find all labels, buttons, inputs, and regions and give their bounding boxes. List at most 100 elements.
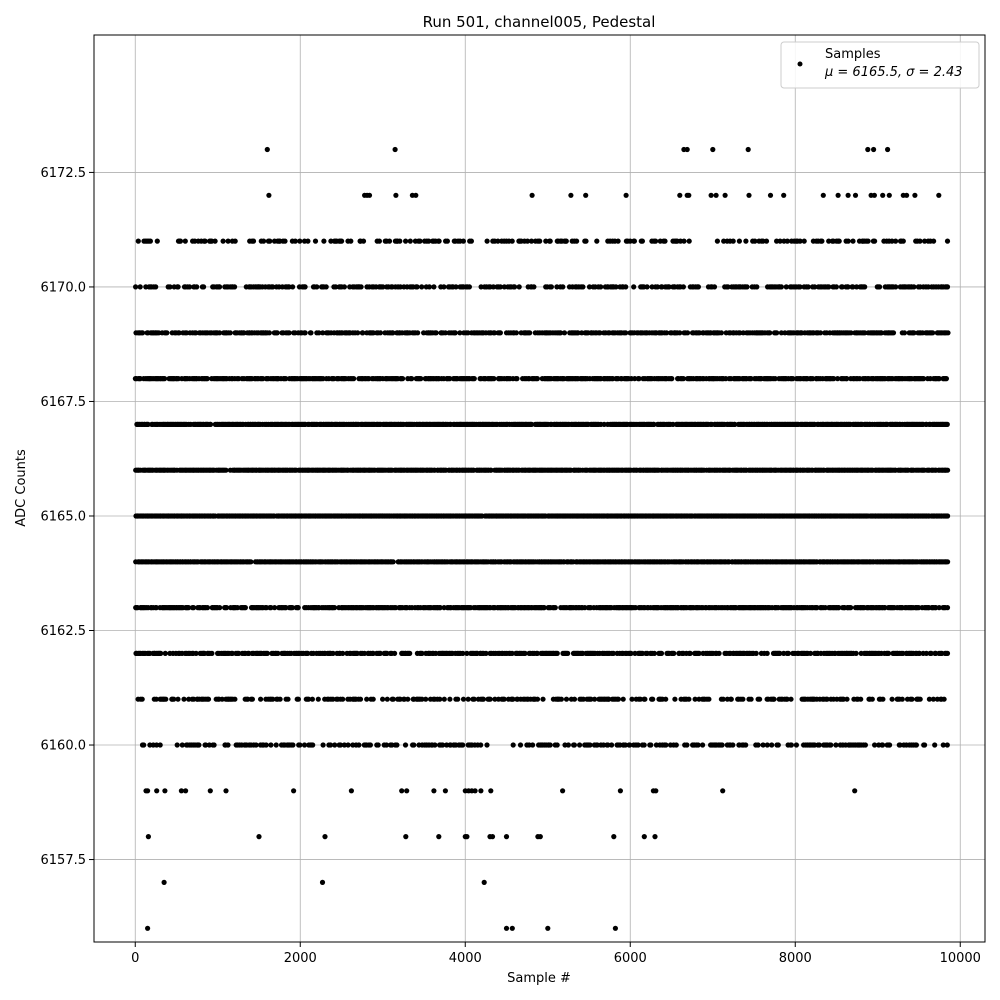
data-point: [153, 696, 159, 702]
data-point: [174, 742, 180, 748]
data-point: [945, 559, 951, 565]
data-point: [219, 696, 225, 702]
data-point: [862, 742, 869, 748]
data-point: [899, 696, 905, 702]
data-point: [530, 742, 536, 748]
data-point: [561, 330, 568, 336]
data-point: [541, 605, 547, 611]
data-point: [558, 696, 565, 702]
data-point: [447, 696, 453, 702]
data-point: [936, 605, 942, 611]
data-point: [236, 650, 242, 657]
data-point: [833, 742, 839, 748]
data-point: [571, 742, 578, 748]
data-point: [889, 696, 895, 702]
data-point: [880, 742, 886, 748]
data-point: [788, 742, 795, 748]
data-point: [565, 650, 571, 657]
data-point: [320, 742, 326, 748]
data-point: [945, 513, 951, 519]
data-point: [587, 742, 593, 748]
data-point: [273, 742, 279, 748]
data-point: [306, 696, 312, 702]
data-point: [340, 650, 346, 657]
data-point: [140, 330, 146, 336]
data-point: [753, 650, 759, 657]
data-point: [941, 696, 947, 702]
data-point: [774, 330, 780, 336]
chart-title: Run 501, channel005, Pedestal: [423, 13, 656, 31]
data-point: [295, 696, 301, 702]
data-point: [367, 742, 373, 748]
data-point: [650, 696, 656, 702]
data-point: [157, 742, 163, 748]
data-point: [497, 330, 503, 336]
data-point: [853, 650, 859, 657]
data-point: [767, 330, 773, 336]
data-point: [193, 650, 199, 657]
data-point: [164, 330, 170, 336]
data-point: [305, 650, 311, 657]
data-point: [491, 376, 497, 382]
data-point: [887, 742, 893, 748]
data-point: [139, 696, 145, 702]
data-point: [692, 696, 698, 702]
data-point: [923, 650, 930, 657]
data-point: [909, 696, 915, 702]
data-point: [594, 742, 600, 748]
data-point: [186, 605, 192, 611]
data-point: [669, 376, 675, 382]
data-point: [944, 605, 951, 611]
data-point: [627, 742, 633, 748]
data-point: [764, 742, 770, 748]
data-point: [394, 742, 400, 748]
data-point: [415, 330, 421, 336]
data-point: [828, 742, 834, 748]
data-point: [357, 696, 364, 702]
data-point: [309, 696, 315, 702]
data-point: [392, 650, 398, 657]
data-point: [409, 376, 415, 382]
data-point: [706, 696, 712, 702]
data-point: [423, 696, 429, 702]
data-point: [263, 742, 269, 748]
data-point: [205, 696, 212, 702]
data-point: [460, 650, 466, 657]
data-point: [162, 376, 168, 382]
data-point: [227, 330, 233, 336]
data-point: [211, 742, 217, 748]
data-point: [880, 696, 886, 702]
data-point: [757, 696, 763, 702]
data-point: [610, 650, 617, 657]
data-point: [460, 742, 466, 748]
data-point: [232, 696, 238, 702]
data-point: [684, 742, 690, 748]
data-point: [685, 330, 691, 336]
data-point: [771, 696, 777, 702]
data-point: [642, 696, 648, 702]
data-point: [695, 742, 701, 748]
data-point: [441, 696, 447, 702]
data-point: [554, 742, 560, 748]
data-point: [248, 559, 254, 565]
data-point: [266, 330, 272, 336]
data-point: [869, 696, 875, 702]
data-point: [464, 650, 470, 657]
data-point: [945, 467, 951, 473]
data-point: [162, 650, 168, 657]
data-point: [275, 650, 281, 657]
data-point: [390, 559, 396, 565]
data-point: [289, 605, 295, 611]
data-point: [402, 742, 409, 748]
data-point: [554, 650, 560, 657]
data-point: [264, 650, 270, 657]
data-point: [455, 696, 461, 702]
data-point: [340, 696, 346, 702]
data-point: [181, 696, 187, 702]
data-point: [672, 696, 678, 702]
data-point: [483, 650, 489, 657]
data-point: [807, 650, 814, 657]
data-point: [534, 696, 541, 702]
data-point: [272, 605, 278, 611]
